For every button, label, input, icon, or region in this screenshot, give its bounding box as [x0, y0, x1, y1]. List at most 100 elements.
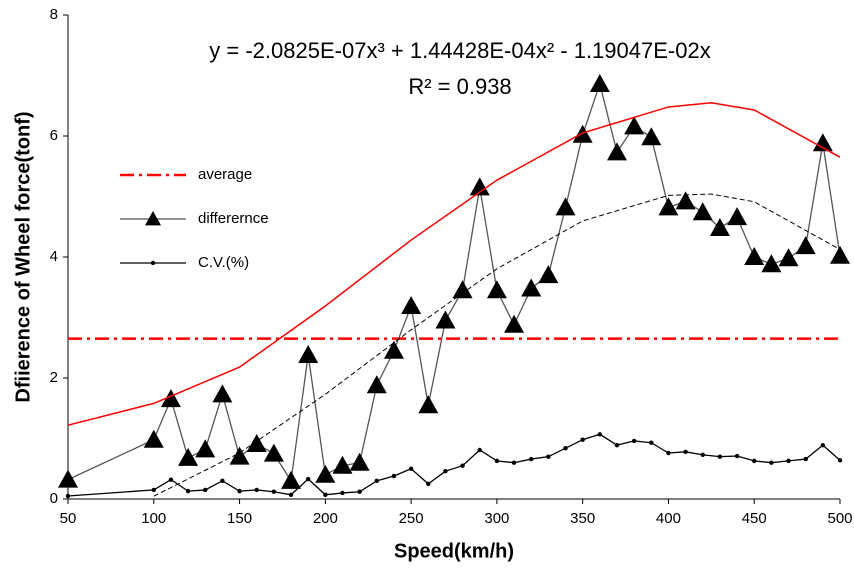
triangle-marker: [435, 310, 456, 329]
legend-marker: [145, 211, 161, 226]
dot-marker: [220, 478, 225, 484]
dot-marker: [649, 440, 654, 445]
dot-marker: [803, 456, 808, 462]
triangle-marker: [624, 116, 645, 135]
dot-marker: [734, 453, 740, 459]
dot-marker: [237, 488, 242, 494]
series-line: [67, 101, 841, 426]
dot-marker: [683, 449, 688, 455]
dot-marker: [408, 466, 414, 471]
dot-marker: [477, 447, 482, 453]
dot-marker: [323, 492, 328, 497]
dot-marker: [151, 487, 156, 493]
dot-marker: [305, 476, 311, 482]
triangle-marker: [709, 217, 730, 236]
triangle-marker: [332, 455, 353, 474]
x-tick-label: 150: [227, 510, 252, 527]
dot-marker: [203, 487, 208, 493]
x-axis-label: Speed(km/h): [394, 540, 514, 562]
triangle-marker: [812, 133, 833, 152]
series-line: [67, 81, 841, 483]
triangle-marker: [778, 248, 799, 267]
equation: y = -2.0825E-07x³ + 1.44428E-04x² - 1.19…: [209, 38, 710, 63]
x-tick-label: 50: [60, 510, 77, 527]
triangle-marker: [658, 197, 679, 216]
legend-label: C.V.(%): [198, 254, 249, 271]
dot-marker: [443, 468, 448, 474]
x-tick-label: 400: [656, 510, 681, 527]
triangle-marker: [349, 452, 370, 471]
triangle-marker: [143, 429, 164, 448]
triangle-marker: [761, 254, 782, 273]
triangle-marker: [744, 247, 765, 265]
dot-marker: [185, 488, 191, 494]
dot-marker: [837, 458, 843, 463]
dot-marker: [391, 473, 397, 479]
x-tick-label: 500: [827, 510, 852, 527]
r-squared: R² = 0.938: [408, 74, 511, 99]
dot-marker: [597, 432, 603, 437]
dot-marker: [357, 489, 362, 494]
dot-marker: [717, 454, 723, 459]
legend-label: average: [198, 166, 252, 183]
dot-marker: [426, 481, 431, 487]
dot-marker: [65, 493, 71, 499]
x-tick-label: 450: [742, 510, 767, 527]
triangle-marker: [795, 236, 816, 255]
triangle-marker: [315, 464, 336, 483]
triangle-marker: [246, 433, 267, 452]
x-tick-label: 250: [399, 510, 424, 527]
triangle-marker: [263, 443, 284, 462]
dot-marker: [460, 463, 465, 468]
triangle-marker: [504, 314, 525, 333]
dot-marker: [288, 492, 294, 497]
dot-marker: [563, 445, 568, 451]
triangle-marker: [521, 278, 542, 297]
triangle-marker: [641, 127, 662, 146]
dot-marker: [546, 454, 551, 459]
legend-marker: [150, 260, 156, 266]
triangle-marker: [58, 469, 78, 488]
x-tick-label: 100: [141, 510, 166, 527]
dot-marker: [820, 442, 826, 448]
y-tick-label: 6: [50, 127, 58, 144]
dot-marker: [700, 452, 705, 458]
triangle-marker: [195, 439, 216, 458]
triangle-marker: [486, 280, 507, 299]
dot-marker: [494, 458, 500, 464]
triangle-marker: [418, 395, 439, 414]
triangle-marker: [452, 280, 473, 299]
y-axis-label: Dfiierence of Wheel force(tonf): [12, 111, 34, 402]
dot-marker: [529, 456, 534, 462]
triangle-marker: [298, 345, 319, 364]
y-tick-label: 4: [50, 248, 58, 265]
dot-marker: [271, 489, 277, 494]
series-line: [153, 193, 841, 497]
x-tick-label: 350: [570, 510, 595, 527]
y-tick-label: 2: [50, 369, 58, 386]
triangle-marker: [555, 197, 576, 216]
y-tick-label: 8: [50, 6, 58, 23]
dot-marker: [580, 437, 585, 442]
triangle-marker: [160, 389, 181, 408]
triangle-marker: [538, 265, 559, 284]
triangle-marker: [212, 384, 233, 403]
triangle-marker: [469, 177, 490, 196]
triangle-marker: [589, 73, 610, 92]
triangle-marker: [366, 375, 387, 394]
series-line: [67, 433, 841, 497]
triangle-marker: [229, 446, 250, 465]
triangle-marker: [830, 245, 850, 264]
triangle-marker: [727, 207, 748, 226]
dot-marker: [254, 487, 259, 493]
dot-marker: [769, 460, 774, 465]
triangle-marker: [401, 296, 422, 315]
dot-marker: [511, 460, 517, 465]
x-tick-label: 200: [313, 510, 338, 527]
triangle-marker: [675, 191, 696, 210]
triangle-marker: [606, 142, 627, 161]
triangle-marker: [692, 202, 713, 221]
dot-marker: [340, 490, 345, 496]
dot-marker: [614, 442, 620, 448]
